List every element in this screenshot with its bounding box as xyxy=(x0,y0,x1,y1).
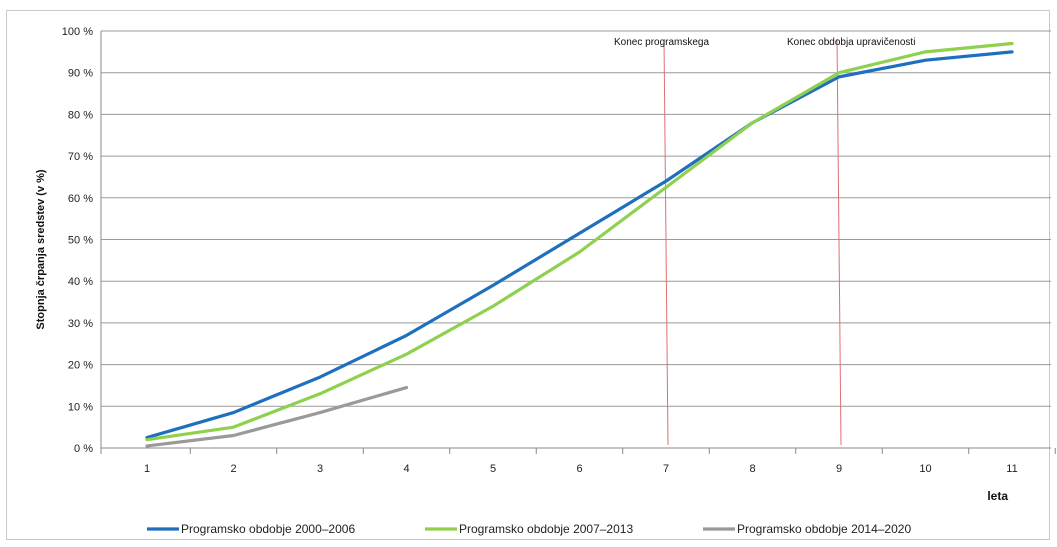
y-tick-label: 0 % xyxy=(74,443,93,455)
y-tick-label: 50 % xyxy=(68,235,93,247)
y-tick-label: 40 % xyxy=(68,276,93,288)
x-tick-label: 2 xyxy=(230,463,236,475)
annotation-label: Konec programskega xyxy=(614,37,709,48)
y-axis-label: Stopnja črpanja sredstev (v %) xyxy=(35,169,47,329)
legend-label: Programsko obdobje 2014–2020 xyxy=(737,522,911,536)
y-tick-label: 10 % xyxy=(68,401,93,413)
series-line xyxy=(145,41,1014,442)
axes xyxy=(100,31,1056,454)
legend-label: Programsko obdobje 2007–2013 xyxy=(459,522,633,536)
y-tick-label: 70 % xyxy=(68,151,93,163)
y-tick-label: 90 % xyxy=(68,68,93,80)
annotation-label: Konec obdobja upravičenosti xyxy=(787,37,915,48)
x-tick-label: 11 xyxy=(1006,463,1017,475)
annotations: Konec programskega Konec obdobja upraviče… xyxy=(614,37,915,446)
y-tick-label: 80 % xyxy=(68,109,93,121)
y-tick-label: 60 % xyxy=(68,193,93,205)
legend: Programsko obdobje 2000–2006 Programsko o… xyxy=(147,522,911,536)
x-tick-label: 3 xyxy=(317,463,323,475)
y-tick-label: 30 % xyxy=(68,318,93,330)
annotation-line xyxy=(663,38,669,446)
x-tick-label: 8 xyxy=(749,463,755,475)
y-tick-labels: 0 % 10 % 20 % 30 % 40 % 50 % 60 % 70 % 80 % 90 % 1… xyxy=(62,26,93,455)
chart-frame xyxy=(6,10,1050,540)
series-lines xyxy=(145,41,1014,448)
x-tick-label: 5 xyxy=(490,463,496,475)
x-tick-label: 7 xyxy=(663,463,669,475)
x-axis-label: leta xyxy=(987,489,1008,503)
y-tick-label: 100 % xyxy=(62,26,93,38)
grid-lines xyxy=(101,30,1051,449)
x-tick-label: 9 xyxy=(836,463,842,475)
x-tick-labels: 1 2 3 4 5 6 7 8 9 10 11 xyxy=(144,463,1018,475)
x-tick-label: 4 xyxy=(403,463,409,475)
x-tick-label: 1 xyxy=(144,463,150,475)
legend-label: Programsko obdobje 2000–2006 xyxy=(181,522,355,536)
series-line xyxy=(145,50,1014,440)
x-tick-label: 10 xyxy=(919,463,931,475)
x-tick-label: 6 xyxy=(576,463,582,475)
series-line xyxy=(145,385,409,448)
y-tick-label: 20 % xyxy=(68,360,93,372)
annotation-line xyxy=(836,38,842,446)
